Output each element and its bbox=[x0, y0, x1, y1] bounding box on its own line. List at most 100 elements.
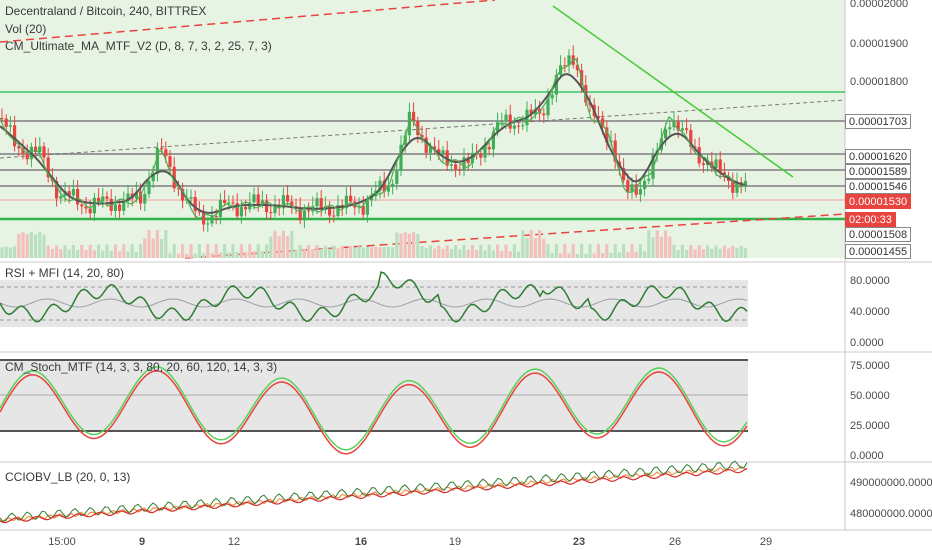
volume-bar bbox=[319, 248, 323, 258]
volume-bar bbox=[206, 244, 210, 258]
volume-bar bbox=[273, 230, 277, 258]
volume-bar bbox=[378, 247, 382, 258]
candle-body bbox=[160, 148, 164, 150]
candle-body bbox=[197, 211, 201, 213]
volume-legend[interactable]: Vol (20) bbox=[5, 22, 47, 36]
volume-bar bbox=[609, 252, 613, 258]
candle-body bbox=[210, 216, 214, 224]
ma-legend[interactable]: CM_Ultimate_MA_MTF_V2 (D, 8, 7, 3, 2, 25… bbox=[5, 39, 272, 53]
cciobv-legend[interactable]: CCIOBV_LB (20, 0, 13) bbox=[5, 470, 131, 484]
candle-body bbox=[500, 121, 504, 123]
volume-bar bbox=[0, 247, 4, 258]
volume-bar bbox=[302, 249, 306, 258]
volume-bar bbox=[739, 246, 743, 258]
cciobv-line bbox=[0, 460, 748, 523]
candle-body bbox=[613, 140, 617, 162]
candle-body bbox=[286, 195, 290, 202]
volume-bar bbox=[25, 234, 29, 258]
volume-bar bbox=[706, 245, 710, 258]
candle-body bbox=[382, 180, 386, 192]
volume-bar bbox=[294, 249, 298, 258]
volume-bar bbox=[34, 234, 38, 258]
volume-bar bbox=[21, 232, 25, 258]
stoch-axis-label: 75.0000 bbox=[850, 360, 890, 372]
volume-bar bbox=[286, 236, 290, 258]
volume-bar bbox=[8, 247, 12, 258]
volume-bar bbox=[508, 251, 512, 258]
volume-bar bbox=[92, 250, 96, 258]
candle-body bbox=[605, 127, 609, 143]
candle-body bbox=[458, 169, 462, 171]
volume-bar bbox=[454, 245, 458, 258]
volume-bar bbox=[592, 253, 596, 258]
volume-bar bbox=[445, 245, 449, 258]
volume-bar bbox=[689, 244, 693, 258]
symbol-title[interactable]: Decentraland / Bitcoin, 240, BITTREX bbox=[5, 4, 207, 18]
volume-bar bbox=[424, 248, 428, 258]
candle-body bbox=[181, 189, 185, 201]
volume-bar bbox=[281, 230, 285, 258]
volume-bar bbox=[701, 249, 705, 258]
candle-body bbox=[55, 181, 59, 199]
volume-bar bbox=[353, 247, 357, 258]
candle-body bbox=[227, 202, 231, 204]
volume-bar bbox=[176, 253, 180, 258]
volume-bar bbox=[336, 248, 340, 258]
volume-bar bbox=[84, 250, 88, 258]
volume-bar bbox=[651, 237, 655, 258]
volume-bar bbox=[735, 248, 739, 258]
candle-body bbox=[315, 198, 319, 207]
time-label: 29 bbox=[759, 536, 773, 548]
candle-body bbox=[689, 130, 693, 147]
volume-bar bbox=[521, 230, 525, 258]
candle-body bbox=[0, 118, 4, 119]
volume-bar bbox=[659, 236, 663, 258]
volume-bar bbox=[105, 244, 109, 258]
candle-body bbox=[235, 203, 239, 217]
volume-bar bbox=[412, 232, 416, 258]
candle-body bbox=[428, 146, 432, 153]
volume-bar bbox=[722, 245, 726, 258]
volume-bar bbox=[185, 253, 189, 258]
candle-body bbox=[206, 223, 210, 225]
volume-bar bbox=[428, 245, 432, 258]
volume-bar bbox=[197, 244, 201, 258]
candle-body bbox=[554, 74, 558, 95]
candle-body bbox=[76, 189, 80, 205]
volume-bar bbox=[214, 244, 218, 258]
rsi-legend[interactable]: RSI + MFI (14, 20, 80) bbox=[5, 266, 125, 280]
volume-bar bbox=[496, 244, 500, 258]
rsi-line bbox=[0, 271, 748, 323]
volume-bar bbox=[655, 230, 659, 258]
price-level-tag: 0.00001589 bbox=[845, 164, 912, 179]
volume-bar bbox=[55, 245, 59, 258]
volume-bar bbox=[147, 230, 151, 258]
rsi-axis-label: 80.0000 bbox=[850, 275, 890, 287]
stoch-axis-label: 50.0000 bbox=[850, 390, 890, 402]
volume-bar bbox=[223, 244, 227, 258]
volume-bar bbox=[693, 249, 697, 258]
candle-body bbox=[638, 189, 642, 195]
candle-body bbox=[307, 210, 311, 212]
volume-bar bbox=[181, 244, 185, 258]
volume-bar bbox=[311, 249, 315, 258]
candle-body bbox=[88, 208, 92, 214]
candle-body bbox=[391, 183, 395, 187]
volume-bar bbox=[332, 245, 336, 258]
stoch-legend[interactable]: CM_Stoch_MTF (14, 3, 3, 80, 20, 60, 120,… bbox=[5, 360, 278, 374]
candle-body bbox=[731, 180, 735, 193]
candle-body bbox=[281, 195, 285, 209]
time-label: 19 bbox=[448, 536, 462, 548]
volume-bar bbox=[479, 244, 483, 258]
volume-bar bbox=[340, 245, 344, 258]
volume-bar bbox=[533, 238, 537, 258]
candle-body bbox=[491, 131, 495, 150]
candle-body bbox=[59, 196, 63, 199]
rsi-axis-label: 0.0000 bbox=[850, 337, 884, 349]
candle-body bbox=[302, 210, 306, 221]
volume-bar bbox=[613, 244, 617, 258]
candle-body bbox=[424, 137, 428, 153]
candle-body bbox=[113, 204, 117, 212]
candle-body bbox=[743, 181, 747, 186]
